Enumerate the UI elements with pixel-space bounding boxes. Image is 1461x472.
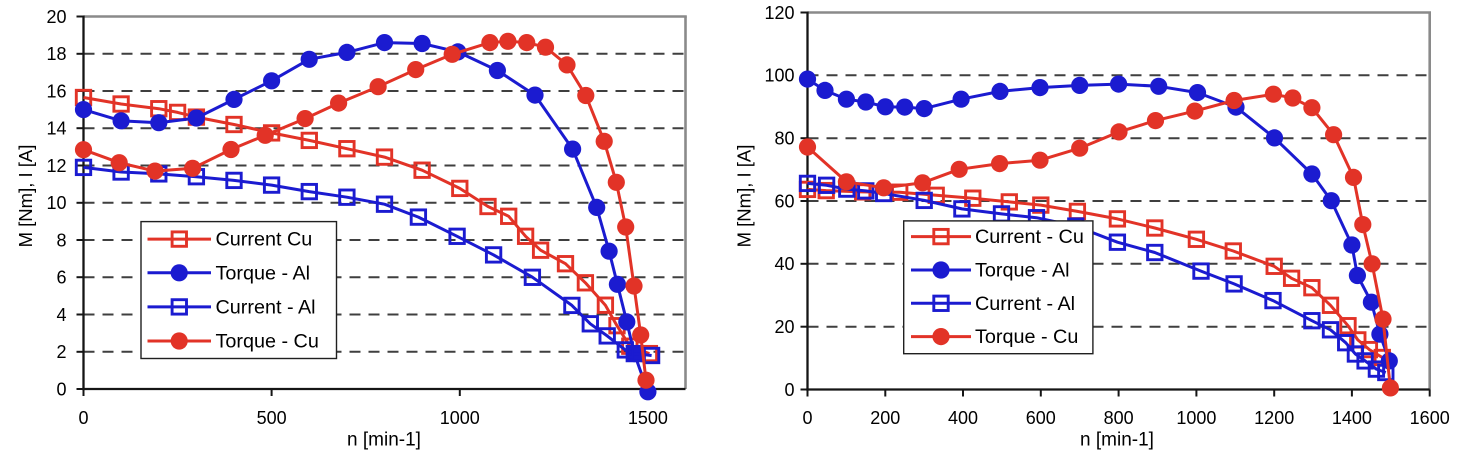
svg-text:120: 120	[764, 3, 794, 23]
svg-text:Torque - Cu: Torque - Cu	[216, 331, 319, 353]
svg-text:Torque - Al: Torque - Al	[975, 260, 1070, 282]
svg-text:200: 200	[870, 408, 900, 428]
svg-text:20: 20	[46, 7, 66, 27]
svg-text:1500: 1500	[628, 408, 668, 428]
svg-text:10: 10	[46, 193, 66, 213]
svg-text:400: 400	[948, 408, 978, 428]
svg-text:6: 6	[56, 268, 66, 288]
svg-text:n [min-1]: n [min-1]	[1080, 430, 1154, 451]
svg-text:1400: 1400	[1332, 408, 1372, 428]
svg-text:2: 2	[56, 342, 66, 362]
svg-text:18: 18	[46, 44, 66, 64]
svg-text:80: 80	[774, 129, 794, 149]
svg-text:800: 800	[1104, 408, 1134, 428]
svg-text:Current - Cu: Current - Cu	[975, 226, 1084, 248]
svg-text:M [Nm], I [A]: M [Nm], I [A]	[15, 145, 36, 248]
svg-text:1000: 1000	[1176, 408, 1216, 428]
svg-text:Torque - Al: Torque - Al	[216, 262, 311, 284]
svg-text:500: 500	[257, 408, 287, 428]
svg-text:M [Nm], I [A]: M [Nm], I [A]	[734, 145, 755, 248]
svg-text:100: 100	[764, 66, 794, 86]
svg-text:1200: 1200	[1254, 408, 1294, 428]
svg-text:0: 0	[784, 380, 794, 400]
svg-text:0: 0	[802, 408, 812, 428]
svg-text:16: 16	[46, 81, 66, 101]
svg-text:8: 8	[56, 230, 66, 250]
svg-text:600: 600	[1026, 408, 1056, 428]
svg-text:Current Cu: Current Cu	[216, 229, 313, 251]
svg-text:1000: 1000	[440, 408, 480, 428]
svg-text:20: 20	[774, 317, 794, 337]
svg-text:0: 0	[56, 379, 66, 399]
svg-text:Current - Al: Current - Al	[216, 297, 316, 319]
svg-text:0: 0	[78, 408, 88, 428]
svg-text:n [min-1]: n [min-1]	[347, 430, 421, 451]
svg-text:40: 40	[774, 254, 794, 274]
svg-text:Current - Al: Current - Al	[975, 293, 1075, 315]
svg-text:14: 14	[46, 119, 66, 139]
svg-text:1600: 1600	[1410, 408, 1450, 428]
svg-text:4: 4	[56, 305, 66, 325]
svg-text:Torque - Cu: Torque - Cu	[975, 326, 1078, 348]
svg-text:12: 12	[46, 156, 66, 176]
svg-text:60: 60	[774, 191, 794, 211]
